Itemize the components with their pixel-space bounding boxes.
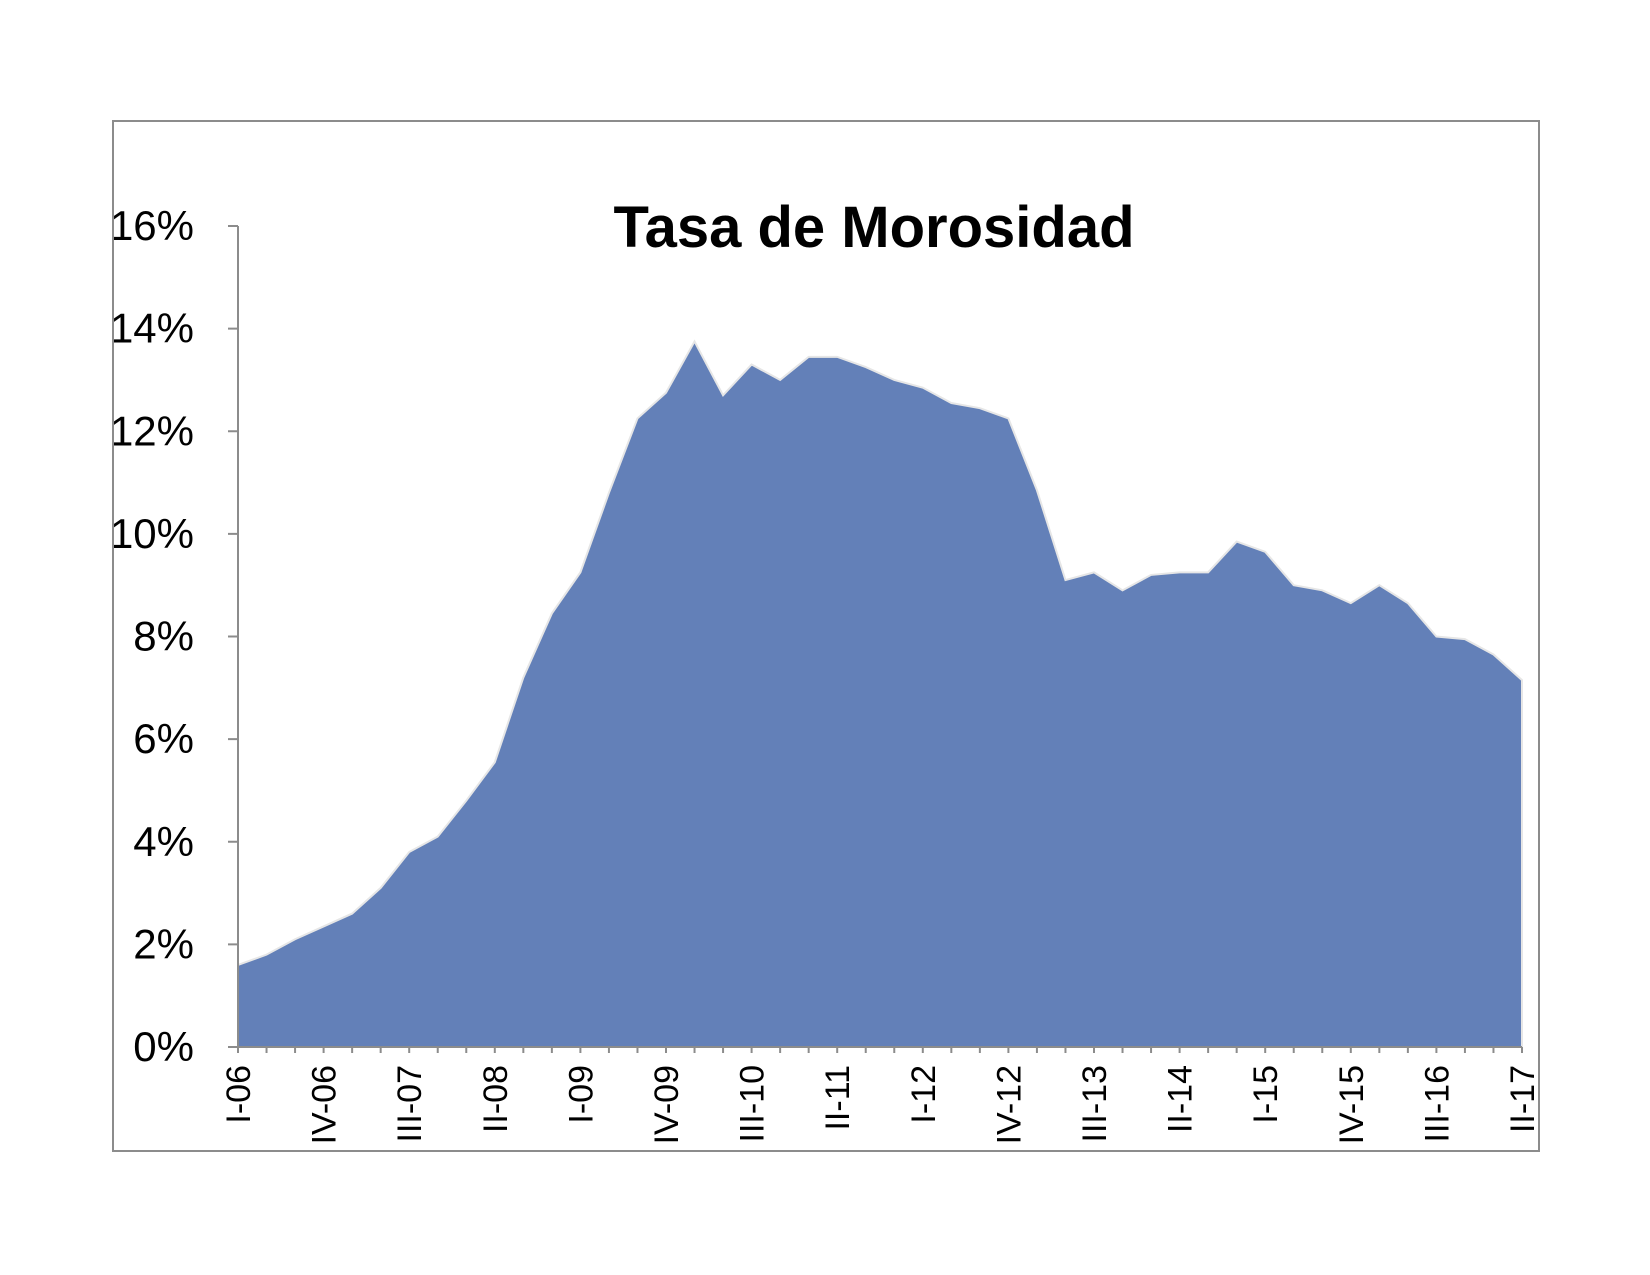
y-tick-label: 4% [133, 818, 194, 865]
area-series-0 [237, 339, 1523, 1048]
y-tick-label: 10% [114, 510, 194, 557]
x-tick-label: I-06 [220, 1065, 258, 1124]
x-tick-label: II-11 [819, 1065, 857, 1131]
x-tick-label: I-09 [562, 1065, 600, 1124]
chart-frame: Tasa de Morosidad 0% 2% 4% 6% 8% 10% 12% 14% 16%… [112, 120, 1540, 1152]
x-tick-label: III-13 [1076, 1065, 1114, 1142]
chart-title: Tasa de Morosidad [613, 195, 1134, 260]
x-tick-label: IV-09 [648, 1065, 686, 1144]
y-tick-label: 2% [133, 920, 194, 967]
x-tick-label: IV-12 [990, 1065, 1028, 1144]
plot-area [237, 339, 1523, 1048]
y-tick-label: 14% [114, 305, 194, 352]
x-axis: I-06 IV-06 III-07 II-08 I-09 IV-09 III-10 II-11… [220, 1046, 1538, 1144]
y-axis: 0% 2% 4% 6% 8% 10% 12% 14% 16% [114, 202, 239, 1070]
y-tick-label: 6% [133, 715, 194, 762]
x-tick-label: IV-06 [306, 1065, 344, 1144]
x-tick-label: III-10 [734, 1065, 772, 1142]
x-tick-label: III-16 [1418, 1065, 1456, 1142]
x-tick-label: I-12 [905, 1065, 943, 1124]
x-tick-label: II-14 [1162, 1065, 1200, 1133]
x-tick-label: I-15 [1247, 1065, 1285, 1124]
x-tick-label: III-07 [391, 1065, 429, 1142]
y-tick-label: 16% [114, 202, 194, 249]
x-tick-label: II-08 [477, 1065, 515, 1133]
x-tick-label: IV-15 [1333, 1065, 1371, 1144]
y-tick-label: 12% [114, 407, 194, 454]
chart-svg: Tasa de Morosidad 0% 2% 4% 6% 8% 10% 12% 14% 16%… [114, 195, 1538, 1144]
y-tick-label: 0% [133, 1023, 194, 1070]
y-tick-label: 8% [133, 613, 194, 660]
x-tick-label: II-17 [1504, 1065, 1538, 1133]
